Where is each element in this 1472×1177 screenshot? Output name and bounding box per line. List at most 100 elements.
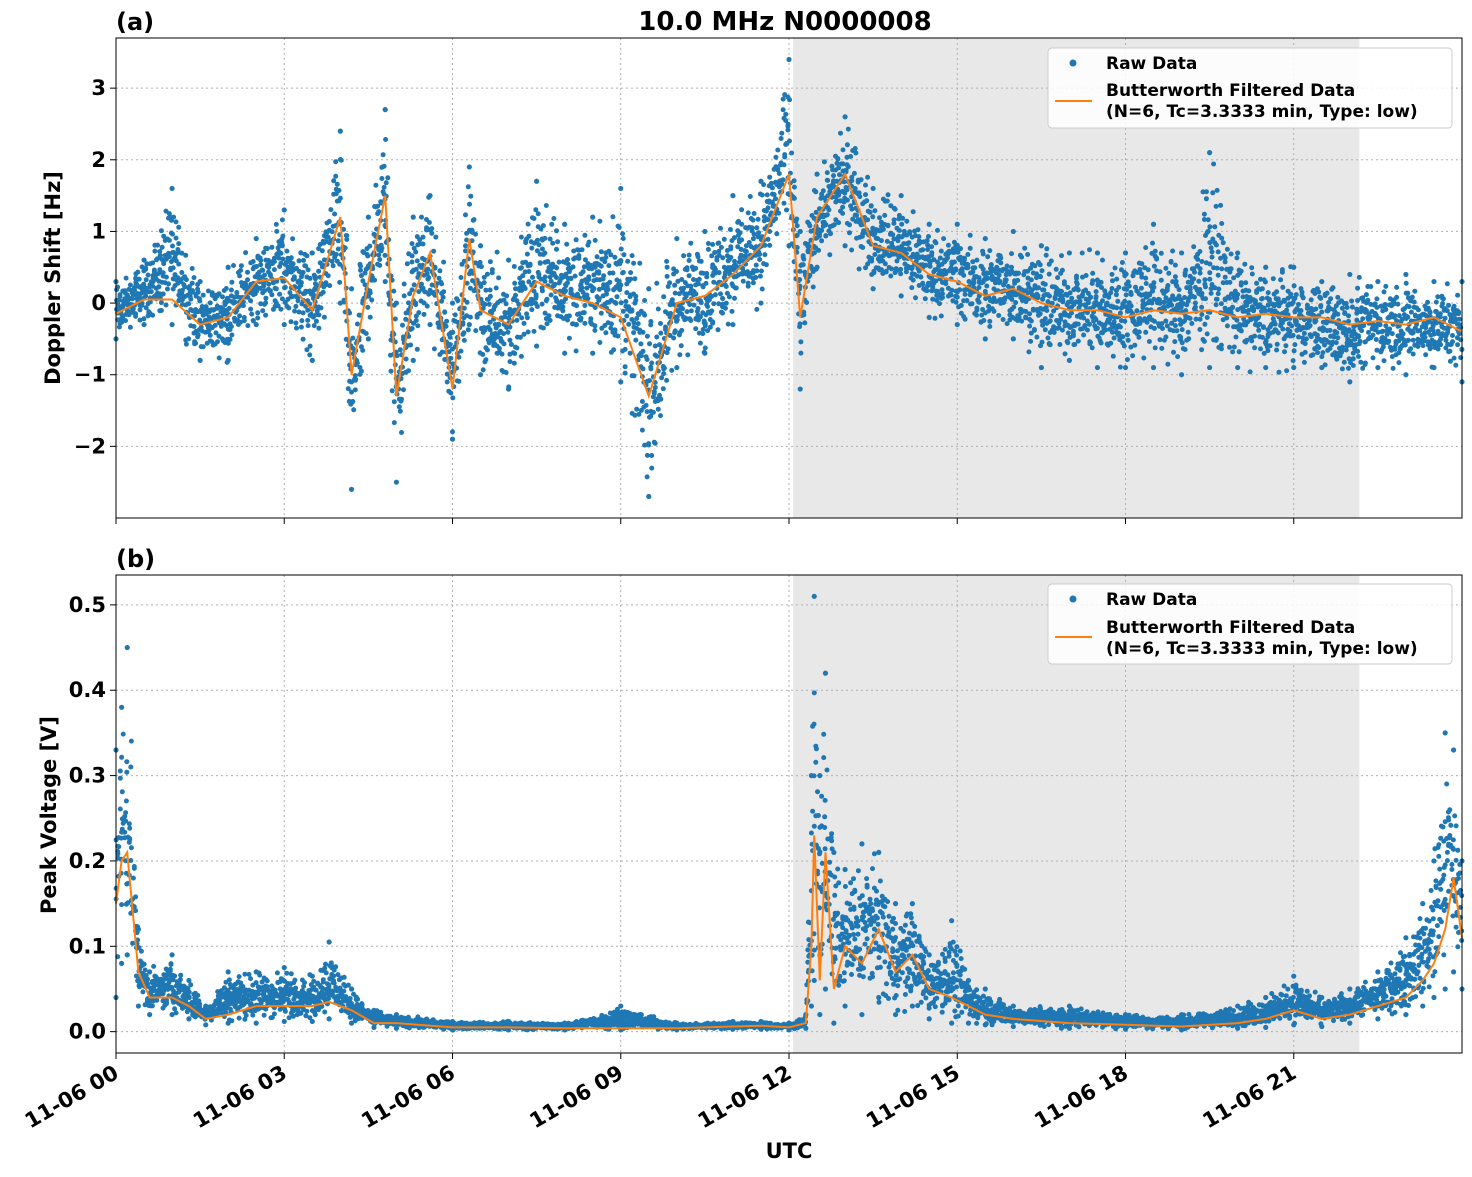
raw-data-peak-point (382, 107, 388, 113)
raw-data-trough-point (892, 1011, 899, 1018)
raw-data-trough-point (124, 952, 130, 958)
raw-data-peak-point (870, 185, 876, 192)
panel-b-legend-filtered-label: Butterworth Filtered Data (1106, 618, 1355, 638)
raw-data-peak-point (1375, 278, 1381, 285)
raw-data-trough-point (1235, 364, 1241, 371)
raw-data-peak-point (1207, 150, 1213, 156)
raw-data-trough-point (1375, 364, 1381, 371)
raw-data-trough-point (410, 357, 416, 363)
raw-data-trough-point (1263, 364, 1269, 371)
raw-data-peak-point (1403, 271, 1409, 278)
raw-data-peak-point (1431, 278, 1437, 285)
raw-data-markers (114, 92, 1465, 480)
raw-data-peak-point (808, 772, 815, 779)
raw-data-peak-point (1038, 243, 1044, 249)
raw-data-trough-point (1375, 1016, 1381, 1022)
raw-data-trough-point (1207, 364, 1213, 371)
raw-data-peak-point (393, 1011, 400, 1018)
raw-data-peak-point (1347, 986, 1353, 992)
raw-data-trough-point (309, 357, 315, 363)
raw-data-peak-point (225, 969, 231, 975)
raw-data-peak-point (169, 952, 175, 958)
panel-a-doppler-shift: −2 −1 0 1 2 3 (a) Doppler Shift [Hz] Raw Data… (41, 8, 1465, 524)
raw-data-peak-point (203, 1003, 209, 1009)
raw-data-peak-point (842, 114, 848, 120)
raw-data-peak-point (477, 243, 484, 249)
raw-data-peak-point (309, 250, 315, 256)
raw-data-trough-point (1094, 364, 1101, 371)
raw-data-trough-point (811, 977, 817, 984)
raw-data-trough-point (281, 321, 287, 328)
raw-data-peak-point (817, 772, 823, 779)
raw-data-peak-point (842, 866, 848, 873)
raw-data-trough-point (1347, 1020, 1353, 1026)
raw-data-peak-point (1122, 1011, 1129, 1018)
raw-data-trough-point (1066, 1025, 1073, 1031)
raw-data-peak-point (147, 969, 153, 975)
raw-data-trough-point (786, 243, 792, 249)
raw-data-peak-point (1235, 250, 1241, 256)
y-tick-label: 0.2 (69, 849, 106, 873)
raw-data-trough-point (842, 1003, 848, 1009)
raw-data-peak-point (410, 214, 416, 220)
y-tick-label: −2 (74, 434, 106, 458)
panel-b-legend-box (1047, 583, 1453, 665)
panel-a-raw-data-points (113, 56, 1465, 500)
raw-data-trough-point (253, 1020, 259, 1026)
raw-data-peak-point (618, 1003, 624, 1009)
y-tick-label: 3 (91, 76, 106, 100)
raw-data-peak-point (1263, 994, 1269, 1001)
raw-data-peak-point (814, 171, 820, 177)
raw-data-peak-point (618, 185, 624, 192)
raw-data-peak-point (758, 178, 764, 184)
raw-data-peak-point (1431, 858, 1437, 864)
raw-data-peak-point (982, 986, 988, 992)
raw-data-trough-point (466, 321, 472, 328)
raw-data-peak-point (505, 257, 512, 263)
raw-data-peak-point (253, 969, 259, 975)
raw-data-trough-point (393, 1025, 400, 1031)
raw-data-trough-point (1420, 1003, 1426, 1009)
raw-data-trough-point (842, 243, 848, 249)
raw-data-trough-point (427, 321, 433, 328)
raw-data-peak-point (225, 264, 231, 270)
y-tick-label: 1 (91, 219, 106, 243)
x-tick-label: 11-06 06 (357, 1061, 459, 1134)
raw-data-peak-point (1291, 264, 1297, 270)
raw-data-trough-point (876, 994, 882, 1001)
raw-data-peak-point (253, 235, 259, 242)
y-tick-label: 0.4 (69, 678, 106, 702)
raw-data-trough-point (1291, 1022, 1297, 1028)
raw-data-peak-point (1347, 271, 1353, 278)
panel-a-legend: Raw Data Butterworth Filtered Data (N=6,… (1047, 47, 1453, 129)
raw-data-trough-point (169, 1011, 175, 1018)
raw-data-peak-point (281, 965, 287, 971)
raw-data-peak-point (965, 977, 972, 984)
raw-data-trough-point (382, 278, 388, 285)
raw-data-trough-point (281, 1018, 287, 1025)
raw-data-trough-point (909, 1003, 915, 1009)
raw-data-peak-point (427, 193, 433, 199)
raw-data-trough-point (954, 321, 960, 328)
raw-data-trough-point (817, 1011, 823, 1018)
raw-data-trough-point (505, 1027, 512, 1033)
panel-a-legend-filtered-label: Butterworth Filtered Data (1106, 81, 1355, 101)
raw-data-trough-point (965, 1020, 972, 1026)
raw-data-trough-point (1450, 969, 1457, 975)
raw-data-peak-point (534, 178, 540, 184)
raw-data-trough-point (119, 960, 125, 966)
raw-data-peak-point (590, 214, 596, 220)
raw-data-trough-point (859, 1011, 865, 1018)
y-tick-label: 0.0 (69, 1020, 106, 1044)
raw-data-trough-point (147, 1011, 153, 1018)
y-tick-label: 2 (91, 148, 106, 172)
raw-data-trough-point (618, 379, 624, 385)
raw-data-trough-point (1442, 986, 1448, 992)
raw-data-peak-point (892, 901, 899, 907)
x-tick-label: 11-06 12 (694, 1061, 796, 1134)
raw-data-peak-point (1066, 1003, 1073, 1009)
panel-b-legend-raw-label: Raw Data (1106, 590, 1197, 610)
raw-data-peak-point (1319, 994, 1325, 1001)
raw-data-trough-point (1403, 1011, 1409, 1018)
